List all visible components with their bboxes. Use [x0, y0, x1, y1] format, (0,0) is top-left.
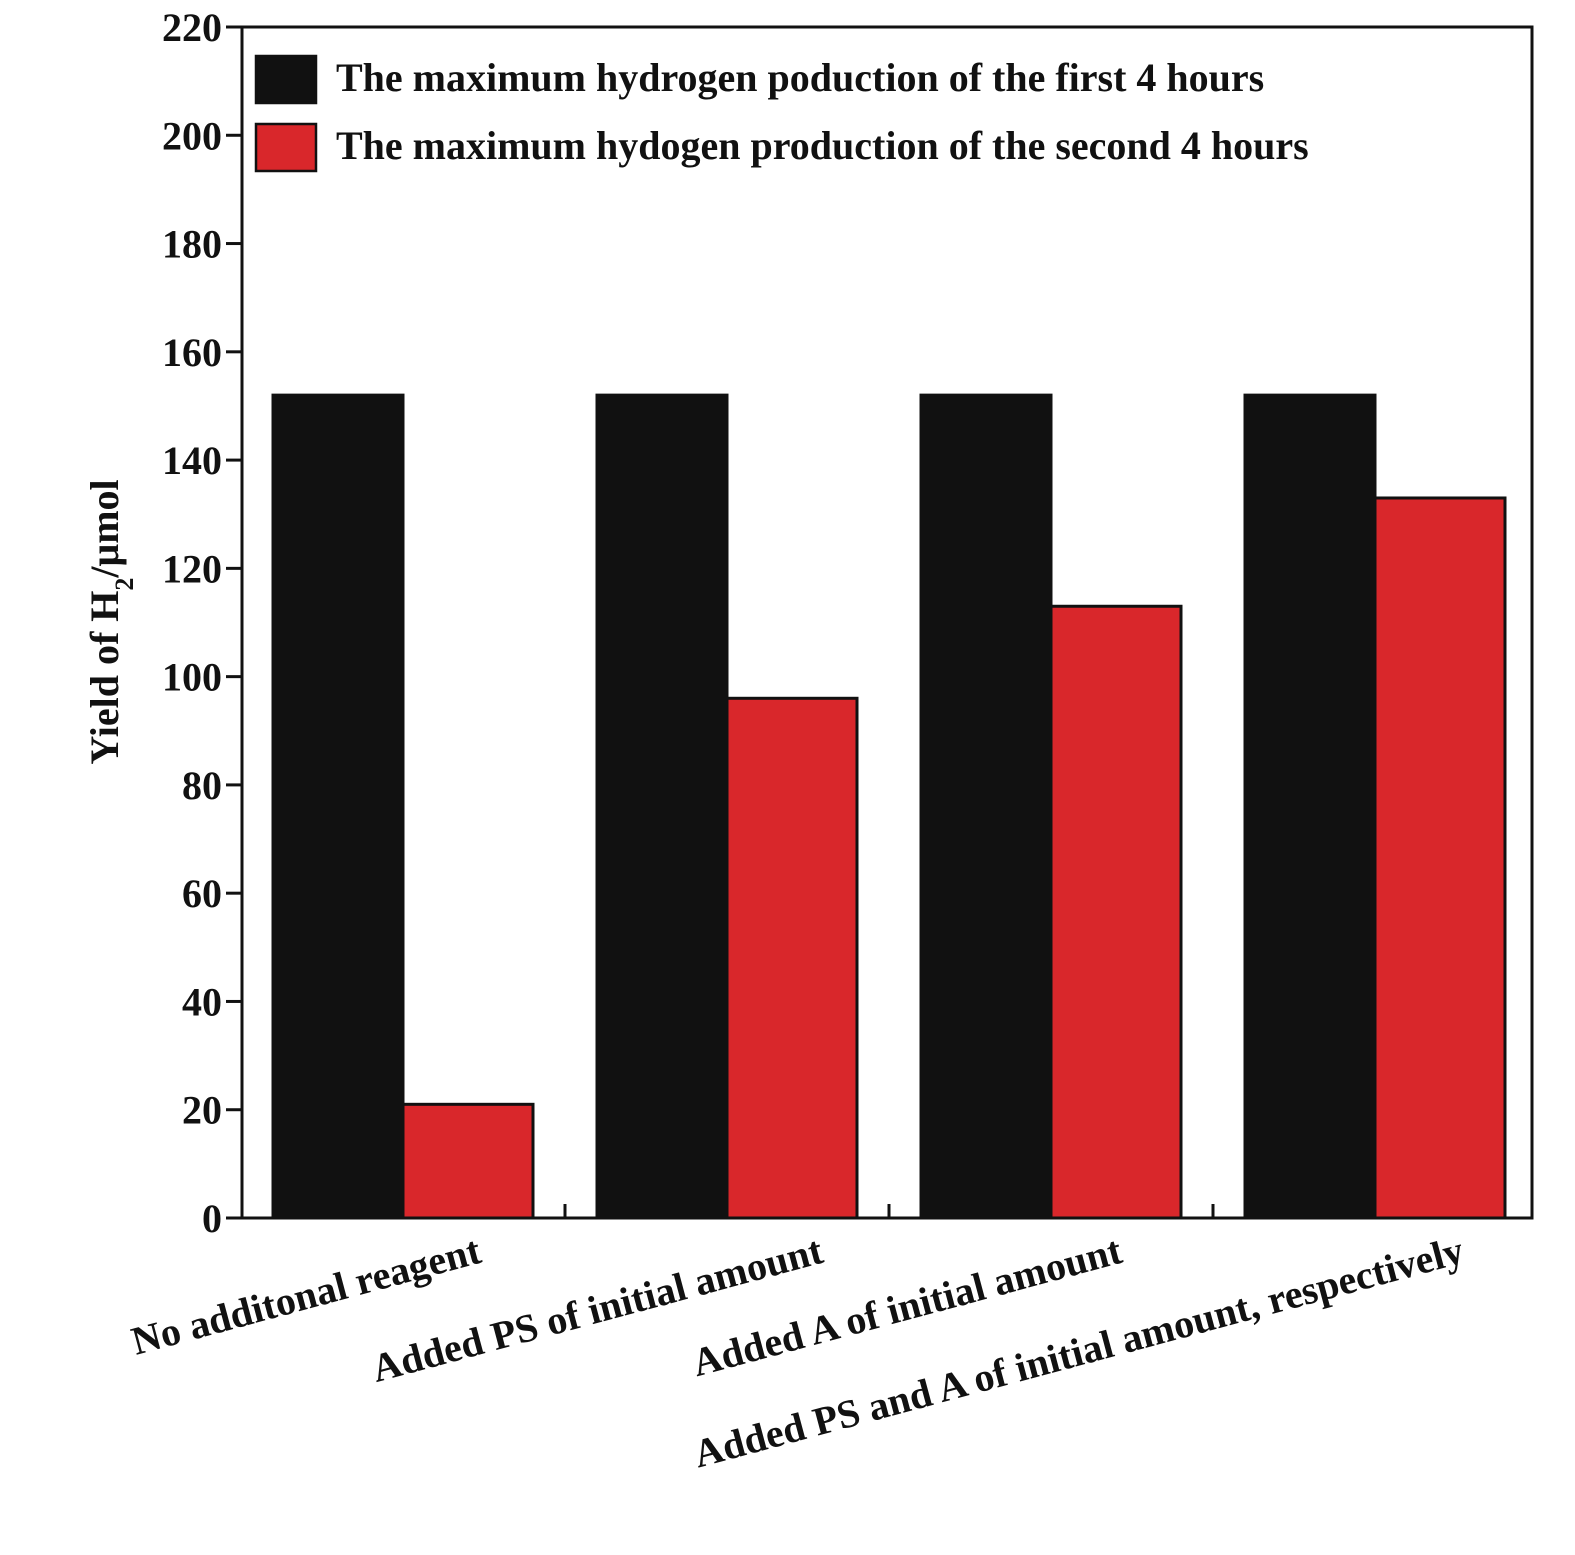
bar-second-4-hours-no-additional-reagent: [401, 1102, 535, 1220]
legend-item-first-4-hours: The maximum hydrogen poduction of the fi…: [254, 54, 1264, 105]
y-tick-label: 20: [182, 1088, 222, 1133]
x-axis-ticks: [401, 1204, 1377, 1218]
bar-second-4-hours-added-ps: [725, 696, 859, 1220]
y-tick-label: 120: [162, 546, 222, 591]
y-tick-label: 60: [182, 871, 222, 916]
legend-label-second-4-hours: The maximum hydogen production of the se…: [336, 123, 1309, 168]
legend-item-second-4-hours: The maximum hydogen production of the se…: [254, 122, 1309, 173]
bars: [271, 393, 1507, 1220]
y-tick-label: 220: [162, 5, 222, 50]
bar-second-4-hours-added-a: [1049, 604, 1183, 1220]
bar-second-4-hours-added-ps-and-a: [1373, 496, 1507, 1220]
y-tick-label: 140: [162, 438, 222, 483]
legend-label-first-4-hours: The maximum hydrogen poduction of the fi…: [336, 55, 1264, 100]
bar-first-4-hours-added-ps: [595, 393, 729, 1220]
y-axis-ticks: 0 20 40 60 80 100 120 140 160 180 200 220: [162, 5, 242, 1241]
y-axis-title-subscript: 2: [110, 578, 139, 591]
y-tick-label: 160: [162, 330, 222, 375]
y-tick-label: 200: [162, 113, 222, 158]
bar-first-4-hours-no-additional-reagent: [271, 393, 405, 1220]
y-axis-title-prefix: Yield of H: [82, 591, 127, 765]
bar-first-4-hours-added-a: [919, 393, 1053, 1220]
bar-first-4-hours-added-ps-and-a: [1243, 393, 1377, 1220]
legend-swatch-second-4-hours: [254, 122, 318, 173]
y-axis-title: Yield of H2/μmol: [82, 479, 139, 764]
plot-frame: [240, 25, 1534, 1220]
y-tick-label: 0: [202, 1196, 222, 1241]
y-tick-label: 100: [162, 655, 222, 700]
legend: The maximum hydrogen poduction of the fi…: [254, 54, 1309, 173]
y-tick-label: 80: [182, 763, 222, 808]
y-tick-label: 40: [182, 979, 222, 1024]
y-tick-label: 180: [162, 222, 222, 267]
y-axis-title-suffix: /μmol: [82, 479, 127, 578]
legend-swatch-first-4-hours: [254, 54, 318, 105]
